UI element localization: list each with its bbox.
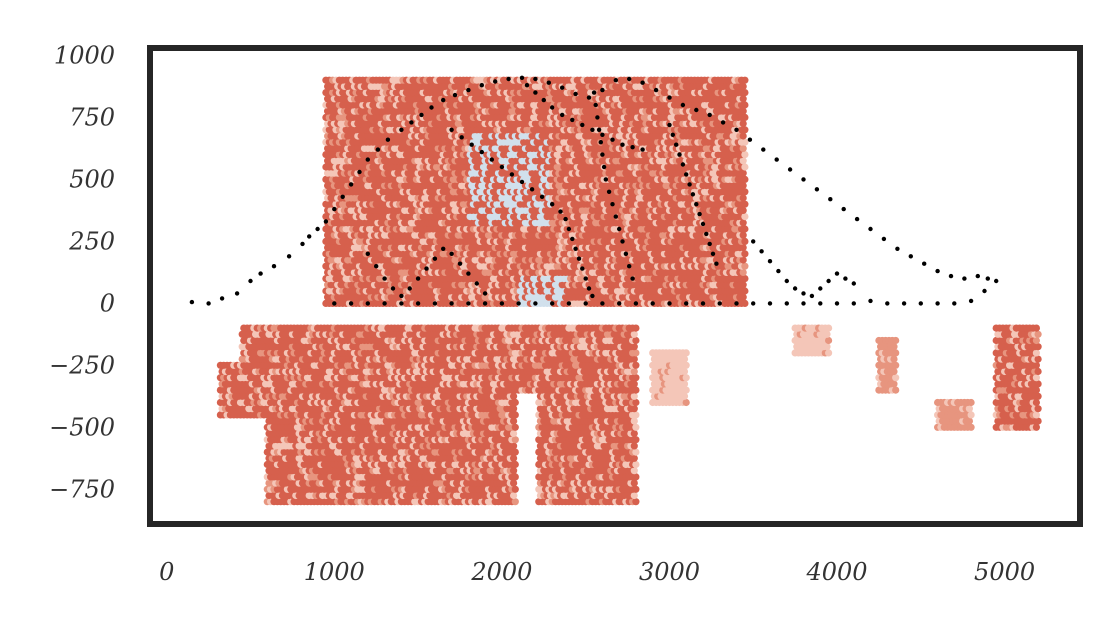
hex-spot [509,491,518,500]
hex-spot [511,498,519,506]
hex-spot [739,244,747,252]
hex-spot [741,101,749,109]
hex-spot [741,76,749,84]
hex-spot [739,144,747,152]
hex-spot [741,188,749,196]
hex-spot [741,250,749,258]
hex-spot [630,491,638,500]
hex-spot [741,151,749,159]
hex-spot [741,138,749,146]
hex-spot [739,293,747,301]
hex-spot [632,485,640,493]
hex-spot [741,175,749,183]
hex-spot [739,82,747,90]
hex-spot [739,182,747,190]
hex-spot [739,206,747,214]
hex-spot [739,132,747,140]
hex-spot [741,237,749,245]
hex-spot [739,268,747,276]
hex-spot [741,126,749,134]
hex-spot [739,107,747,115]
hex-spot [741,200,749,208]
hex-spot [739,281,747,289]
hex-spot [741,287,749,295]
hex-spot [739,120,747,128]
hex-spot [741,299,749,307]
hex-spot [739,219,747,227]
hex-spot [741,225,749,233]
hex-spot [741,213,749,221]
hex-spot [739,194,747,202]
hex-spot [739,256,747,264]
hex-spot-layer [216,76,1042,506]
hex-spot [741,113,749,121]
hex-spot [511,485,519,493]
hex-spot [739,231,747,239]
hex-spot [741,262,749,270]
hex-spot [741,275,749,283]
hex-spot [741,89,749,97]
hex-spot [741,163,749,171]
hex-spot [739,95,747,103]
hex-spot [632,498,640,506]
hex-spot [739,157,747,165]
hex-spot [739,169,747,177]
